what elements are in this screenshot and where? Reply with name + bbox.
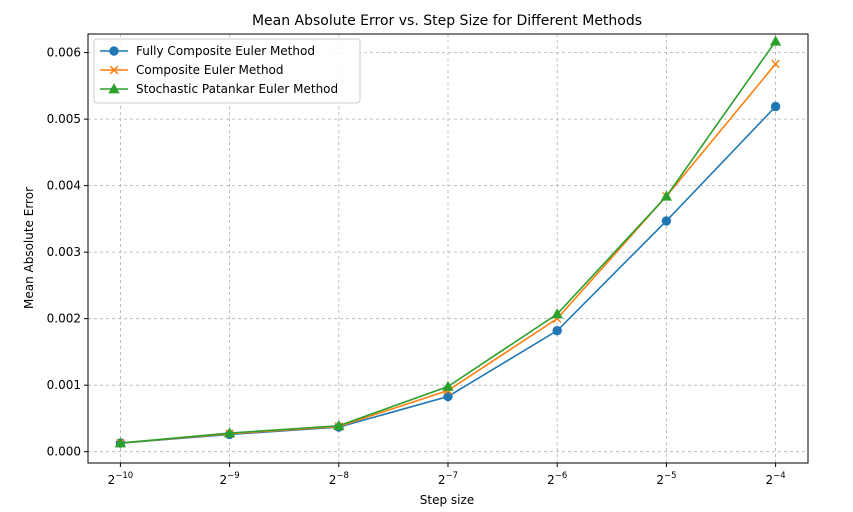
data-point-marker bbox=[109, 46, 119, 56]
legend-item: Composite Euler Method bbox=[100, 63, 284, 77]
legend-items: Fully Composite Euler Method Composite Eu… bbox=[100, 44, 338, 96]
data-point-marker bbox=[551, 308, 563, 319]
y-tick-label: 0.001 bbox=[47, 378, 81, 392]
y-tick-label: 0.002 bbox=[47, 312, 81, 326]
legend-item: Stochastic Patankar Euler Method bbox=[100, 82, 338, 96]
y-tick-label: 0.000 bbox=[47, 445, 81, 459]
data-point-marker bbox=[661, 216, 672, 226]
y-tick-label: 0.005 bbox=[47, 112, 81, 126]
x-tick-label: 2−5 bbox=[656, 471, 676, 487]
series-layer bbox=[114, 35, 782, 448]
x-axis-ticks: 2−10 2−9 2−8 2−7 2−6 2−5 2−4 bbox=[108, 463, 786, 487]
y-tick-label: 0.003 bbox=[47, 245, 81, 259]
y-tick-label: 0.006 bbox=[47, 46, 81, 60]
data-point-marker bbox=[333, 419, 345, 431]
series-3 bbox=[114, 35, 782, 448]
data-point-marker bbox=[442, 380, 454, 391]
legend-label: Stochastic Patankar Euler Method bbox=[136, 82, 338, 96]
x-tick-label: 2−9 bbox=[220, 471, 240, 487]
data-point-marker bbox=[114, 437, 127, 448]
y-tick-label: 0.004 bbox=[47, 179, 81, 193]
data-point-marker bbox=[552, 325, 562, 336]
data-point-marker bbox=[223, 427, 236, 438]
data-point-marker bbox=[771, 59, 780, 69]
data-point-marker bbox=[770, 101, 781, 112]
x-axis-label: Step size bbox=[420, 493, 474, 507]
data-point-marker bbox=[769, 35, 782, 46]
data-point-marker bbox=[108, 83, 120, 94]
x-tick-label: 2−6 bbox=[547, 471, 567, 487]
data-point-marker bbox=[443, 391, 453, 402]
y-axis-label: Mean Absolute Error bbox=[22, 187, 36, 309]
x-tick-label: 2−10 bbox=[108, 471, 134, 487]
legend-item: Fully Composite Euler Method bbox=[100, 44, 315, 58]
legend-label: Fully Composite Euler Method bbox=[136, 44, 315, 58]
chart-title: Mean Absolute Error vs. Step Size for Di… bbox=[252, 13, 642, 29]
x-tick-label: 2−4 bbox=[766, 471, 786, 487]
y-axis-ticks: 0.000 0.001 0.002 0.003 0.004 0.005 0.006 bbox=[47, 46, 88, 459]
x-tick-label: 2−8 bbox=[329, 471, 349, 487]
legend: Fully Composite Euler Method Composite Eu… bbox=[93, 38, 361, 104]
data-point-marker bbox=[109, 65, 119, 75]
data-point-marker bbox=[660, 190, 673, 201]
legend-box bbox=[93, 38, 361, 104]
legend-label: Composite Euler Method bbox=[136, 63, 284, 77]
x-tick-label: 2−7 bbox=[438, 471, 458, 487]
